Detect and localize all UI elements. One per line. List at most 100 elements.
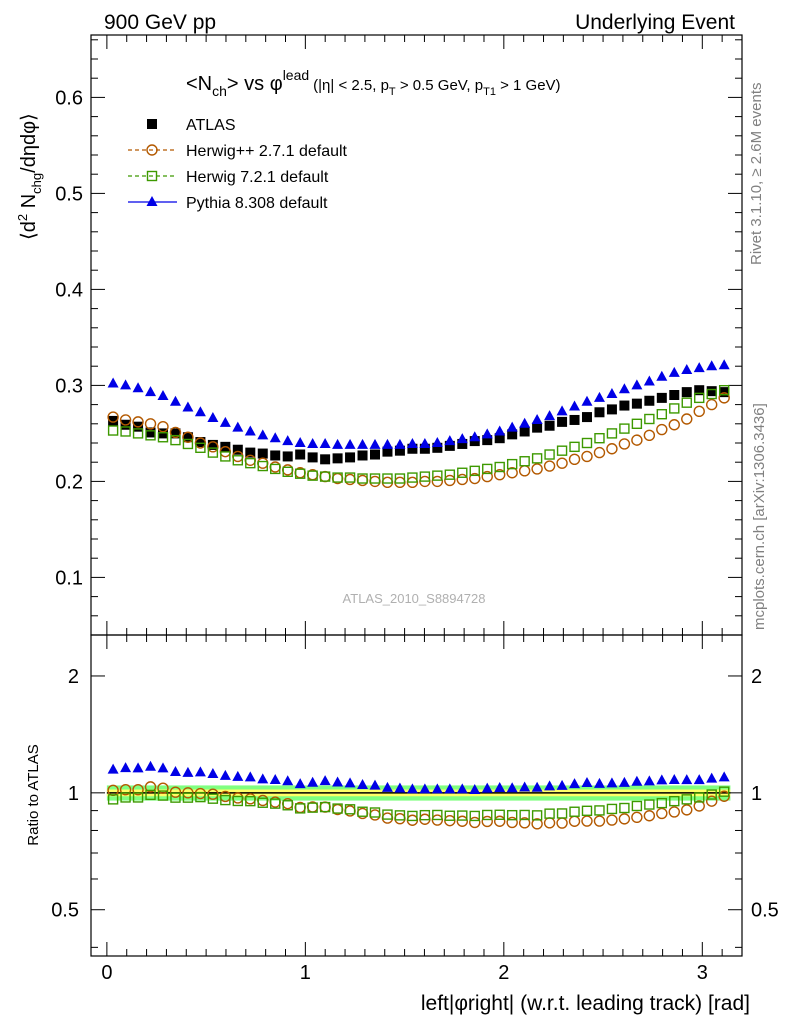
data-point-herwigpp	[531, 463, 543, 475]
ratio-point-pythia	[718, 771, 730, 782]
ratio-point-pythia	[132, 762, 144, 773]
legend-marker-herwig7	[146, 170, 158, 182]
data-point-herwig7	[519, 456, 530, 467]
data-point-herwig7	[170, 434, 181, 446]
ratio-point-pythia	[369, 779, 381, 790]
ratio-point-herwig7	[644, 799, 655, 810]
ratio-point-pythia	[456, 783, 468, 794]
ratio-point-herwig7	[669, 795, 680, 807]
ratio-point-pythia	[394, 782, 406, 793]
data-point-pythia	[369, 438, 381, 449]
data-point-herwigpp	[506, 467, 518, 479]
main-y-tick-label: 0.6	[55, 87, 83, 109]
data-point-herwig7	[132, 428, 144, 439]
ratio-point-herwigpp	[169, 786, 182, 798]
data-point-pythia	[357, 438, 369, 449]
legend-label-herwigpp: Herwig++ 2.7.1 default	[186, 143, 348, 160]
data-point-herwig7	[681, 397, 692, 408]
data-point-herwig7	[606, 428, 618, 439]
data-point-atlas	[719, 387, 730, 398]
data-point-atlas	[320, 454, 331, 465]
data-point-atlas	[619, 400, 630, 411]
data-point-herwig7	[120, 426, 131, 437]
data-point-atlas	[557, 416, 568, 427]
data-point-pythia	[132, 382, 144, 393]
ratio-point-herwig7	[282, 800, 293, 811]
ratio-point-herwigpp	[144, 781, 157, 793]
data-point-pythia	[431, 437, 443, 447]
data-point-herwigpp	[543, 460, 556, 472]
ratio-point-herwig7	[681, 794, 692, 805]
ratio-point-herwig7	[556, 808, 568, 819]
ratio-point-herwigpp	[469, 816, 481, 829]
data-point-herwig7	[107, 425, 119, 436]
data-point-pythia	[681, 364, 693, 375]
ratio-point-pythia	[494, 782, 506, 793]
data-point-herwig7	[669, 403, 680, 414]
data-point-atlas	[494, 433, 505, 444]
ratio-point-herwig7	[332, 803, 343, 814]
data-point-atlas	[532, 422, 543, 433]
data-point-herwigpp	[132, 416, 144, 428]
ratio-point-herwig7	[432, 809, 443, 821]
data-point-pythia	[693, 362, 705, 373]
ratio-point-pythia	[668, 774, 680, 785]
data-point-herwig7	[444, 469, 456, 480]
main-y-tick-label: 0.5	[55, 183, 83, 205]
data-point-pythia	[381, 438, 393, 449]
data-point-herwigpp	[356, 474, 369, 487]
data-point-pythia	[631, 379, 643, 390]
data-point-pythia	[307, 437, 319, 448]
x-tick-label: 2	[498, 962, 509, 984]
ratio-point-pythia	[145, 760, 157, 771]
main-panel: 0.1 0.2 0.3 0.4 0.5 0.6 ATLAS_2010_S8894728	[55, 34, 743, 636]
ratio-point-herwig7	[307, 802, 318, 813]
ratio-point-pythia	[207, 768, 219, 779]
legend-label-atlas: ATLAS	[186, 117, 236, 134]
data-point-atlas	[706, 386, 717, 397]
legend-marker-atlas	[147, 119, 157, 129]
ratio-uncertainty-band	[106, 785, 731, 801]
ratio-point-pythia	[232, 770, 244, 781]
data-point-herwig7	[232, 455, 244, 466]
data-point-herwig7	[319, 471, 331, 482]
ratio-point-herwig7	[506, 809, 518, 821]
legend-marker-herwigpp	[146, 144, 158, 156]
legend-label-herwig7: Herwig 7.2.1 default	[186, 169, 329, 186]
data-point-herwig7	[531, 453, 543, 464]
analysis-watermark: ATLAS_2010_S8894728	[343, 591, 486, 606]
ratio-point-herwig7	[494, 809, 505, 820]
data-point-herwig7	[220, 451, 231, 462]
ratio-point-herwigpp	[518, 817, 531, 829]
main-y-tick-label: 0.1	[55, 567, 83, 589]
data-point-herwig7	[382, 473, 393, 484]
ratio-point-herwig7	[469, 810, 480, 822]
ratio-point-herwig7	[107, 794, 119, 805]
main-y-tick-label: 0.3	[55, 375, 83, 397]
data-point-herwig7	[569, 441, 580, 453]
ratio-y-tick-labels: 0.5 1 2	[51, 666, 79, 922]
ratio-point-herwig7	[132, 792, 144, 803]
data-point-herwigpp	[518, 465, 531, 477]
data-point-atlas	[270, 450, 281, 461]
ratio-point-herwig7	[544, 808, 555, 819]
ratio-point-herwig7	[531, 810, 543, 821]
data-point-herwigpp	[107, 411, 119, 423]
data-point-atlas	[170, 428, 181, 439]
ratio-point-herwigpp	[606, 814, 618, 826]
ratio-axis-ticks	[91, 635, 742, 956]
data-point-herwig7	[544, 449, 555, 460]
ratio-point-pythia	[593, 777, 605, 788]
data-point-herwigpp	[269, 461, 281, 473]
ratio-y-axis-label: Ratio to ATLAS	[25, 744, 42, 845]
data-point-herwig7	[145, 430, 156, 441]
ratio-point-herwigpp	[319, 801, 331, 813]
data-point-atlas	[382, 446, 393, 457]
data-point-herwig7	[419, 471, 431, 482]
data-point-herwig7	[494, 461, 505, 473]
ratio-point-pythia	[556, 779, 568, 790]
data-point-pythia	[232, 421, 244, 432]
ratio-point-pythia	[344, 777, 356, 788]
ratio-point-pythia	[157, 762, 169, 773]
data-point-herwig7	[631, 418, 643, 429]
